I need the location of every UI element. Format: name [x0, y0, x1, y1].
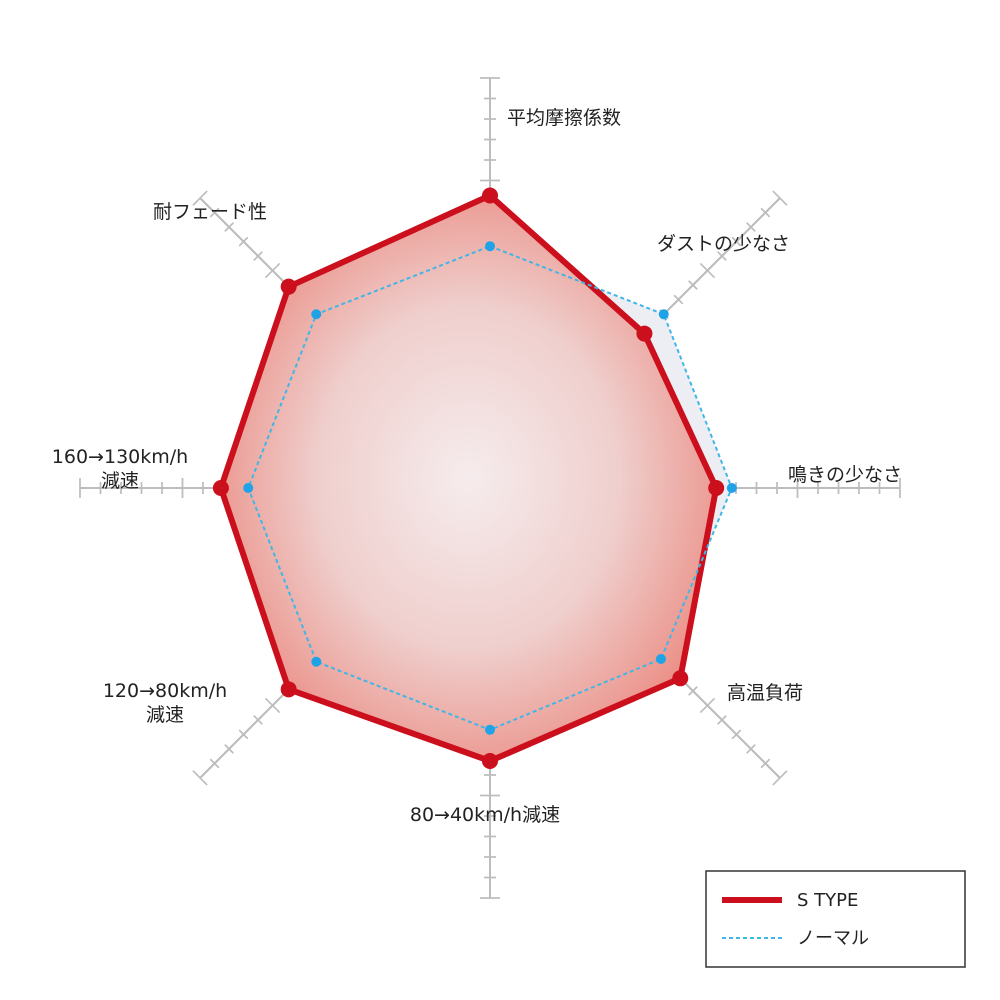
axis-label-3: 高温負荷 [727, 682, 803, 704]
tick-mark [772, 770, 788, 786]
tick-mark [192, 190, 208, 206]
tick-mark [772, 190, 788, 206]
point-s-type-5 [280, 681, 297, 698]
point-normal-4 [485, 724, 495, 735]
point-normal-6 [243, 483, 254, 493]
tick-mark [224, 222, 234, 232]
axis-label-line: 減速 [101, 470, 139, 492]
point-normal-5 [311, 656, 322, 667]
point-s-type-4 [482, 753, 498, 769]
axis-label-2: 鳴きの少なさ [788, 464, 902, 486]
legend-box [705, 870, 966, 968]
tick-mark [746, 222, 756, 232]
axis-label-line: ダストの少なさ [657, 233, 790, 255]
tick-mark [253, 251, 263, 261]
axis-label-0: 平均摩擦係数 [507, 107, 621, 129]
tick-mark [717, 715, 727, 725]
point-s-type-2 [708, 480, 725, 496]
axis-label-5: 120→80km/h 減速 [103, 680, 227, 726]
axis-label-line: 耐フェード性 [153, 201, 267, 223]
point-normal-1 [658, 309, 669, 320]
tick-mark [760, 758, 771, 769]
point-normal-7 [311, 309, 322, 320]
tick-mark [238, 729, 249, 740]
axis-label-1: ダストの少なさ [657, 233, 790, 255]
tick-mark [209, 758, 220, 769]
axis-label-line: 80→40km/h減速 [410, 804, 560, 826]
series-area-s-type [220, 195, 717, 761]
point-normal-0 [485, 241, 495, 252]
tick-mark [731, 729, 742, 740]
tick-mark [264, 262, 281, 279]
tick-mark [192, 770, 208, 786]
axis-label-line: 160→130km/h [52, 446, 188, 468]
tick-mark [699, 697, 716, 714]
tick-mark [688, 280, 698, 290]
radar-series [212, 187, 737, 769]
tick-mark [731, 236, 742, 247]
tick-mark [238, 236, 249, 247]
axis-label-line: 120→80km/h [103, 680, 227, 702]
legend: S TYPE ノーマル [705, 870, 966, 968]
point-s-type-3 [672, 670, 689, 687]
axis-label-line: 減速 [146, 704, 184, 726]
tick-mark [264, 697, 281, 714]
point-normal-3 [655, 653, 666, 664]
tick-mark [760, 207, 771, 218]
tick-mark [717, 251, 727, 261]
axis-label-line: 平均摩擦係数 [507, 107, 621, 129]
axis-label-4: 80→40km/h減速 [410, 804, 560, 826]
axis-label-line: 鳴きの少なさ [788, 464, 902, 486]
tick-mark [673, 294, 684, 305]
axis-label-6: 160→130km/h 減速 [52, 446, 188, 492]
axis-label-line: 高温負荷 [727, 682, 803, 704]
point-s-type-1 [636, 325, 653, 342]
point-normal-2 [726, 483, 737, 493]
legend-label-normal: ノーマル [797, 928, 869, 949]
tick-mark [224, 744, 234, 754]
axis-label-7: 耐フェード性 [153, 201, 267, 223]
tick-mark [209, 207, 220, 218]
point-s-type-0 [482, 187, 498, 204]
tick-mark [746, 744, 756, 754]
tick-mark [699, 262, 716, 279]
tick-mark [688, 686, 698, 696]
point-s-type-7 [280, 278, 297, 295]
point-s-type-6 [212, 480, 229, 496]
tick-mark [253, 715, 263, 725]
legend-label-s-type: S TYPE [797, 890, 858, 911]
